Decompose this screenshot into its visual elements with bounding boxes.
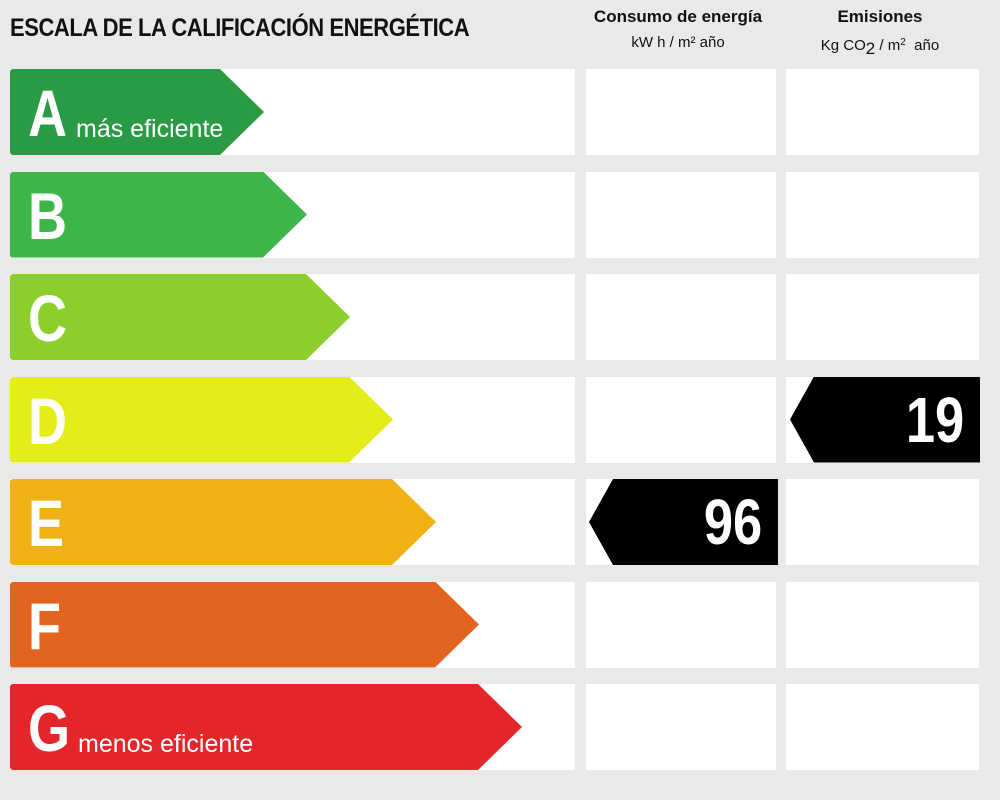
rating-letter: D bbox=[28, 383, 68, 458]
rating-letter: B bbox=[28, 178, 68, 253]
rating-letter: E bbox=[28, 486, 65, 560]
rating-row-b: B bbox=[0, 171, 1000, 258]
emis-cell bbox=[786, 581, 979, 668]
rating-letter: A bbox=[28, 76, 68, 150]
emissions-column-title: Emisiones bbox=[837, 7, 923, 26]
emis-cell bbox=[786, 69, 979, 155]
rating-arrow-e: E bbox=[10, 479, 436, 565]
energy-cell bbox=[586, 171, 776, 258]
energy-cell bbox=[586, 581, 776, 668]
emis-cell bbox=[786, 684, 979, 770]
emissions-column-unit: Kg CO2 / m2 año bbox=[820, 37, 940, 58]
rating-letter: C bbox=[28, 281, 68, 355]
rating-row-c: C bbox=[0, 274, 1000, 360]
rating-row-e: E 96 bbox=[0, 479, 1000, 565]
rating-row-d: D 19 bbox=[0, 376, 1000, 463]
rating-sub-label: menos eficiente bbox=[78, 730, 254, 758]
emis-cell bbox=[786, 274, 979, 360]
emis-cell bbox=[786, 479, 979, 565]
energy-rating-badge: 96 bbox=[589, 479, 778, 565]
rating-letter: G bbox=[28, 691, 71, 765]
energy-cell bbox=[586, 69, 776, 155]
emissions-rating-badge: 19 bbox=[790, 376, 980, 463]
rating-arrow-b: B bbox=[10, 172, 307, 258]
emissions-column-header: Emisiones Kg CO2 / m2 año bbox=[780, 4, 980, 62]
rating-arrow-c: C bbox=[10, 274, 350, 360]
emis-cell bbox=[786, 171, 979, 258]
energy-cell bbox=[586, 274, 776, 360]
page-title: ESCALA DE LA CALIFICACIÓN ENERGÉTICA bbox=[10, 14, 470, 42]
energy-rating-badge-value: 96 bbox=[703, 486, 762, 558]
rating-letter: F bbox=[28, 588, 62, 663]
rating-arrow-d: D bbox=[10, 377, 393, 463]
energy-column-unit: kW h / m² año bbox=[631, 34, 725, 51]
energy-column-title: Consumo de energía bbox=[593, 7, 763, 26]
energy-column-header: Consumo de energía kW h / m² año bbox=[578, 4, 778, 56]
rating-row-f: F bbox=[0, 581, 1000, 668]
rating-arrow-f: F bbox=[10, 582, 479, 668]
rating-sub-label: más eficiente bbox=[76, 115, 224, 143]
energy-cell bbox=[586, 684, 776, 770]
emissions-rating-badge-value: 19 bbox=[905, 383, 964, 456]
energy-cell bbox=[586, 376, 776, 463]
